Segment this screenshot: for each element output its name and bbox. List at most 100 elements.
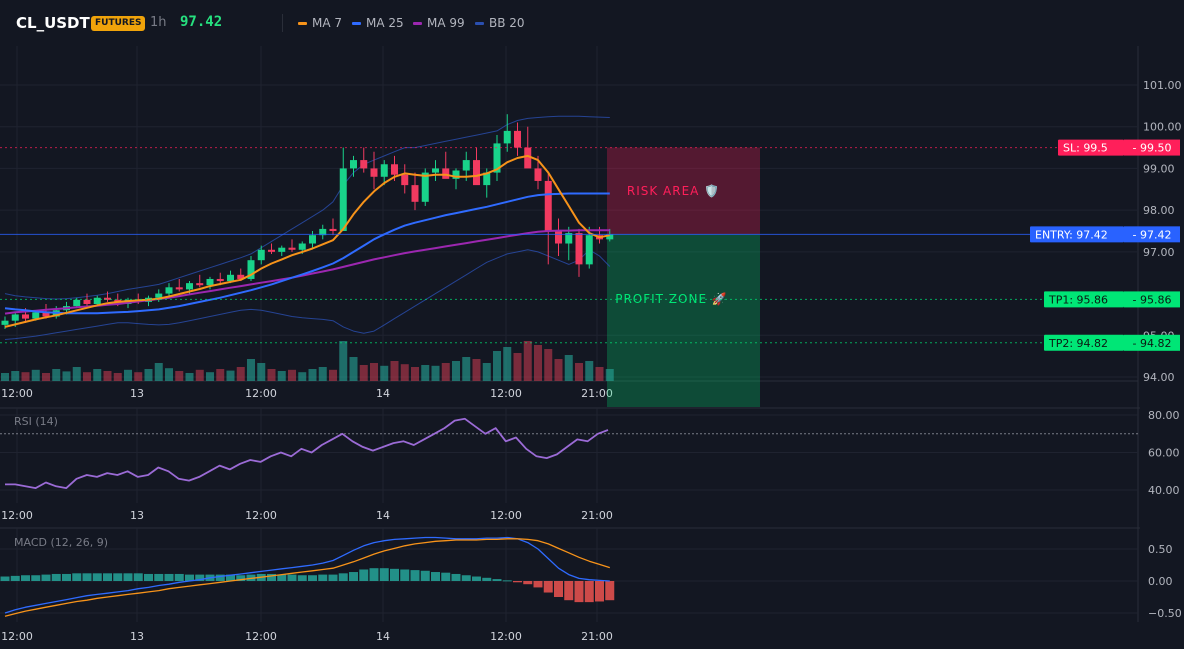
candle-body	[1, 320, 9, 325]
level-axis-value: - 95.86	[1133, 293, 1172, 306]
level-tag	[1044, 334, 1124, 351]
legend-bb20[interactable]: BB 20	[475, 16, 525, 30]
candle	[104, 291, 111, 302]
price-axis-label: 98.00	[1143, 204, 1175, 217]
volume-bar	[134, 372, 143, 381]
macd-histogram-bar	[441, 572, 451, 581]
candle	[278, 245, 286, 257]
volume-bar	[359, 365, 368, 381]
macd-histogram-bar	[379, 568, 389, 581]
timeframe-label[interactable]: 1h	[150, 15, 167, 30]
candle	[401, 164, 409, 194]
level-axis-value: - 94.82	[1133, 337, 1172, 350]
volume-bar	[329, 369, 337, 381]
volume-bar	[308, 369, 317, 381]
candle-body	[257, 249, 265, 261]
macd-histogram-bar	[195, 574, 205, 581]
volume-bar	[1, 373, 9, 381]
volume-bar	[349, 357, 358, 381]
candle	[1, 316, 9, 330]
legend-ma7[interactable]: MA 7	[298, 16, 342, 30]
macd-histogram-bar	[513, 581, 522, 583]
macd-histogram-bar	[0, 576, 10, 581]
candle-body	[401, 174, 409, 186]
volume-bar	[236, 367, 245, 381]
level-tag-text: ENTRY: 97.42	[1035, 228, 1108, 241]
macd-histogram-bar	[113, 573, 123, 581]
candle-body	[216, 278, 224, 282]
macd-histogram-bar	[144, 573, 153, 581]
macd-line	[4, 536, 610, 614]
macd-histogram-bar	[62, 573, 71, 581]
level-axis-tag	[1124, 226, 1180, 243]
price-axis-label: 101.00	[1143, 79, 1182, 92]
time-axis-label: 14	[376, 630, 390, 643]
price-axis-label: 94.00	[1143, 371, 1175, 384]
candle	[411, 172, 419, 211]
symbol-name[interactable]: CL_USDT	[16, 14, 90, 32]
candle-body	[83, 299, 91, 304]
candle-body	[165, 287, 173, 294]
candle-body	[155, 293, 163, 298]
rsi-axis-label: 60.00	[1148, 447, 1180, 460]
legend-swatch-bb20	[475, 22, 484, 25]
candle-body	[319, 228, 327, 236]
rsi-axis-label: 40.00	[1148, 484, 1180, 497]
candle-body	[329, 228, 337, 231]
volume-bar	[124, 369, 132, 381]
candle-body	[565, 233, 573, 244]
ma99-line	[4, 229, 610, 315]
macd-histogram-bar	[277, 574, 287, 581]
time-axis-label: 12:00	[1, 387, 33, 400]
macd-histogram-bar	[502, 580, 512, 582]
macd-histogram-bar	[226, 574, 235, 581]
candle	[493, 135, 501, 181]
volume-bar	[195, 369, 204, 381]
macd-histogram-bar	[31, 575, 41, 581]
macd-histogram-bar	[123, 573, 133, 581]
candle	[206, 276, 214, 290]
macd-signal-line	[4, 538, 610, 617]
risk-area-box	[607, 147, 760, 235]
legend-ma25[interactable]: MA 25	[352, 16, 404, 30]
macd-histogram-bar	[359, 569, 369, 581]
time-axis-label: 12:00	[1, 630, 33, 643]
price-axis-label: 99.00	[1143, 162, 1175, 175]
legend-label-ma25: MA 25	[366, 16, 404, 30]
candle-body	[391, 164, 398, 175]
rsi-pane-title: RSI (14)	[14, 415, 58, 428]
profit-zone-box	[607, 234, 760, 407]
macd-histogram-bar	[338, 573, 348, 581]
time-axis-label: 12:00	[1, 509, 33, 522]
time-axis-label: 12:00	[245, 509, 277, 522]
volume-bar	[226, 370, 235, 381]
time-axis-label: 21:00	[581, 509, 613, 522]
candle-body	[473, 160, 480, 186]
volume-bar	[216, 369, 225, 381]
macd-histogram-bar	[72, 573, 82, 581]
candle-body	[11, 314, 19, 321]
candle-body	[514, 130, 521, 148]
candle-body	[32, 312, 40, 319]
legend-ma99[interactable]: MA 99	[413, 16, 465, 30]
volume-bar	[154, 363, 163, 381]
candle-body	[432, 168, 439, 173]
macd-histogram-bar	[287, 574, 297, 581]
level-axis-tag	[1124, 139, 1180, 156]
macd-histogram-bar	[564, 581, 574, 601]
candle	[503, 114, 511, 152]
macd-histogram-bar	[482, 577, 492, 581]
macd-histogram-bar	[472, 576, 481, 581]
candle	[370, 151, 378, 190]
level-tag	[1030, 226, 1124, 243]
volume-bar	[277, 371, 286, 381]
rsi-axis-label: 80.00	[1148, 409, 1180, 422]
macd-histogram-bar	[41, 574, 51, 581]
macd-histogram-bar	[21, 575, 30, 581]
volume-bar	[523, 341, 532, 381]
macd-histogram-bar	[82, 573, 92, 581]
volume-bar	[421, 365, 430, 381]
candle	[565, 226, 573, 261]
macd-axis-label: −0.50	[1148, 607, 1182, 620]
